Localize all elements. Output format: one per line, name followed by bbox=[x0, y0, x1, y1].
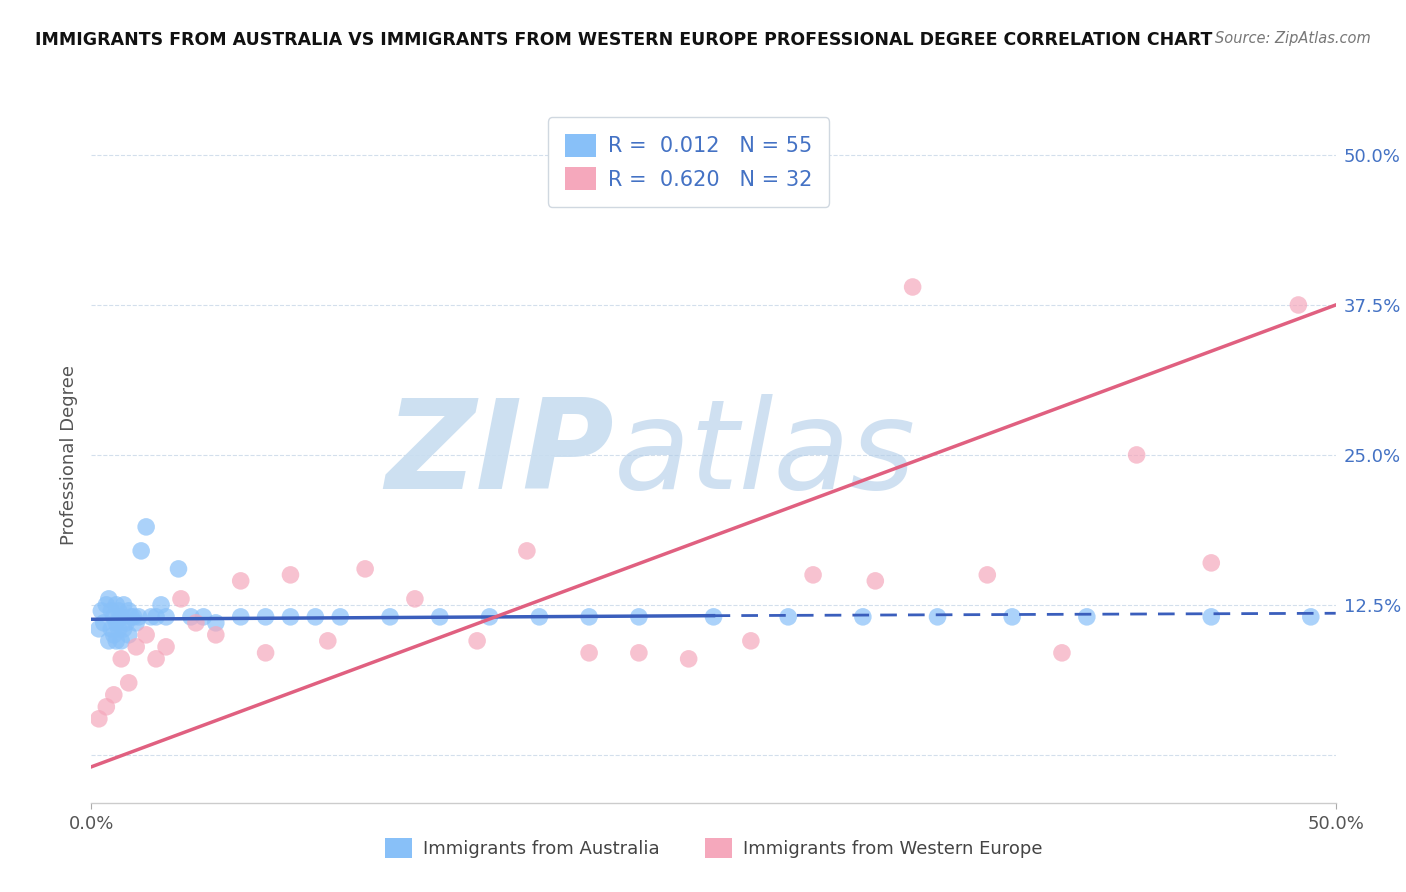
Point bbox=[1001, 610, 1024, 624]
Point bbox=[97, 633, 120, 648]
Point bbox=[1201, 556, 1223, 570]
Point bbox=[316, 633, 339, 648]
Point bbox=[1286, 298, 1309, 312]
Legend: Immigrants from Australia, Immigrants from Western Europe: Immigrants from Australia, Immigrants fr… bbox=[375, 829, 1052, 867]
Point bbox=[110, 652, 132, 666]
Point bbox=[578, 646, 600, 660]
Point bbox=[110, 610, 132, 624]
Point bbox=[280, 610, 302, 624]
Point bbox=[478, 610, 501, 624]
Point bbox=[150, 598, 173, 612]
Point bbox=[105, 615, 128, 630]
Point bbox=[87, 712, 110, 726]
Point bbox=[229, 574, 252, 588]
Point bbox=[103, 610, 125, 624]
Point bbox=[1050, 646, 1073, 660]
Point bbox=[118, 628, 141, 642]
Point bbox=[280, 567, 302, 582]
Point bbox=[801, 567, 824, 582]
Point bbox=[135, 520, 157, 534]
Point bbox=[516, 544, 538, 558]
Point bbox=[139, 610, 162, 624]
Point bbox=[778, 610, 800, 624]
Point bbox=[578, 610, 600, 624]
Point bbox=[118, 676, 141, 690]
Text: atlas: atlas bbox=[614, 394, 917, 516]
Point bbox=[118, 604, 141, 618]
Point bbox=[112, 598, 135, 612]
Point bbox=[100, 604, 122, 618]
Point bbox=[90, 604, 112, 618]
Point bbox=[103, 628, 125, 642]
Point bbox=[627, 646, 650, 660]
Point bbox=[193, 610, 215, 624]
Point bbox=[1076, 610, 1098, 624]
Point bbox=[112, 622, 135, 636]
Point bbox=[135, 628, 157, 642]
Point bbox=[125, 640, 148, 654]
Point bbox=[976, 567, 998, 582]
Point bbox=[110, 633, 132, 648]
Point bbox=[254, 646, 277, 660]
Point bbox=[1125, 448, 1147, 462]
Point bbox=[378, 610, 401, 624]
Point bbox=[329, 610, 352, 624]
Point bbox=[145, 652, 167, 666]
Point bbox=[229, 610, 252, 624]
Point bbox=[128, 610, 150, 624]
Point bbox=[87, 622, 110, 636]
Point bbox=[155, 640, 177, 654]
Point bbox=[254, 610, 277, 624]
Text: Source: ZipAtlas.com: Source: ZipAtlas.com bbox=[1215, 31, 1371, 46]
Point bbox=[205, 628, 228, 642]
Point bbox=[93, 615, 115, 630]
Point bbox=[115, 615, 138, 630]
Point bbox=[103, 688, 125, 702]
Point bbox=[678, 652, 700, 666]
Point bbox=[96, 699, 118, 714]
Text: IMMIGRANTS FROM AUSTRALIA VS IMMIGRANTS FROM WESTERN EUROPE PROFESSIONAL DEGREE : IMMIGRANTS FROM AUSTRALIA VS IMMIGRANTS … bbox=[35, 31, 1212, 49]
Point bbox=[122, 610, 145, 624]
Point bbox=[1299, 610, 1322, 624]
Point bbox=[354, 562, 377, 576]
Point bbox=[627, 610, 650, 624]
Point bbox=[167, 562, 190, 576]
Point bbox=[852, 610, 875, 624]
Point bbox=[304, 610, 326, 624]
Point bbox=[180, 610, 202, 624]
Point bbox=[205, 615, 228, 630]
Point bbox=[105, 633, 128, 648]
Point bbox=[740, 633, 762, 648]
Point bbox=[129, 544, 152, 558]
Point bbox=[901, 280, 924, 294]
Point bbox=[404, 591, 426, 606]
Point bbox=[120, 610, 142, 624]
Point bbox=[429, 610, 451, 624]
Point bbox=[107, 622, 129, 636]
Point bbox=[107, 604, 129, 618]
Point bbox=[865, 574, 887, 588]
Point bbox=[125, 615, 148, 630]
Point bbox=[1201, 610, 1223, 624]
Point bbox=[465, 633, 488, 648]
Point bbox=[96, 598, 118, 612]
Y-axis label: Professional Degree: Professional Degree bbox=[59, 365, 77, 545]
Point bbox=[927, 610, 949, 624]
Point bbox=[702, 610, 725, 624]
Text: ZIP: ZIP bbox=[385, 394, 614, 516]
Point bbox=[155, 610, 177, 624]
Point bbox=[145, 610, 167, 624]
Point bbox=[105, 598, 128, 612]
Point bbox=[97, 591, 120, 606]
Point bbox=[100, 622, 122, 636]
Point bbox=[184, 615, 207, 630]
Point bbox=[170, 591, 193, 606]
Point bbox=[529, 610, 551, 624]
